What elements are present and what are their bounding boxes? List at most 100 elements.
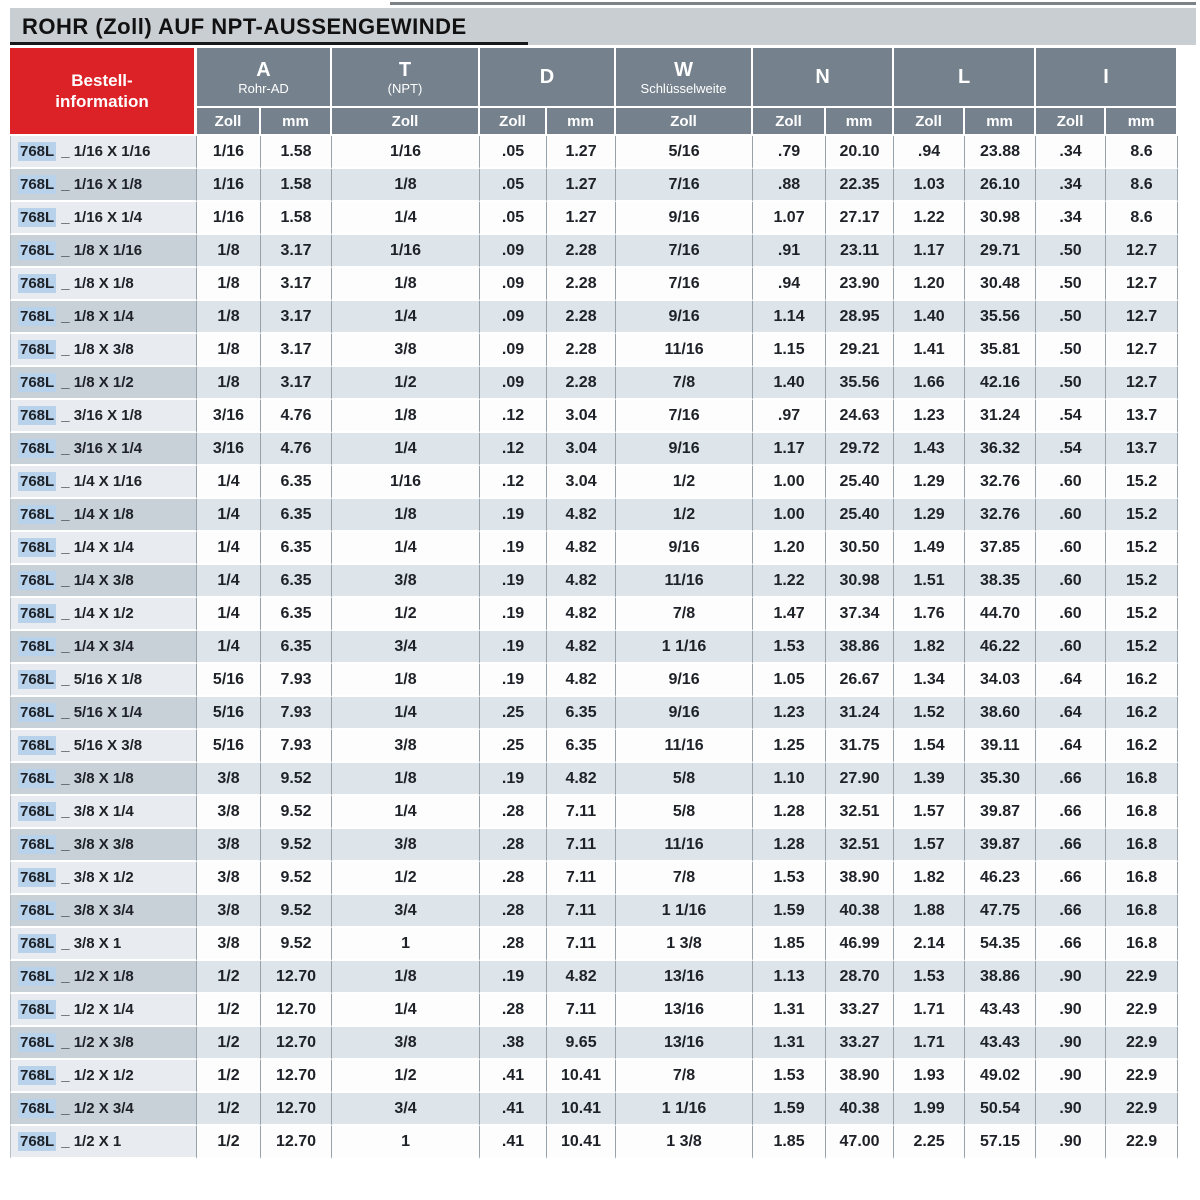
cell-i-zoll: .66	[1036, 928, 1107, 961]
cell-d-zoll: .12	[480, 466, 548, 499]
cell-n-mm: 35.56	[826, 367, 895, 400]
cell-n-mm: 29.21	[826, 334, 895, 367]
cell-i-zoll: .60	[1036, 631, 1107, 664]
cell-d-zoll: .12	[480, 433, 548, 466]
cell-i-mm: 16.8	[1106, 928, 1179, 961]
cell-l-zoll: 1.22	[894, 202, 966, 235]
cell-d-zoll: .05	[480, 136, 548, 169]
cell-a-zoll: 1/8	[197, 235, 261, 268]
cell-t-zoll: 1/4	[332, 532, 481, 565]
order-number-cell: 768L _ 1/4 X 1/4	[10, 532, 197, 565]
cell-d-zoll: .38	[480, 1027, 548, 1060]
order-code-highlight: 768L	[18, 241, 57, 260]
cell-w-zoll: 5/16	[616, 136, 754, 169]
order-code-highlight: 768L	[18, 835, 57, 854]
cell-l-mm: 43.43	[965, 1027, 1037, 1060]
cell-d-mm: 7.11	[547, 829, 617, 862]
table-row: 768L _ 1/2 X 1/4 1/2 12.70 1/4 .28 7.11 1…	[10, 994, 1179, 1027]
cell-d-mm: 3.04	[547, 400, 617, 433]
cell-i-zoll: .54	[1036, 400, 1107, 433]
order-number-cell: 768L _ 5/16 X 1/8	[10, 664, 197, 697]
cell-a-zoll: 1/8	[197, 367, 261, 400]
cell-l-mm: 36.32	[965, 433, 1037, 466]
cell-d-zoll: .09	[480, 301, 548, 334]
cell-a-zoll: 3/16	[197, 433, 261, 466]
order-code-highlight: 768L	[18, 406, 57, 425]
cell-n-zoll: 1.13	[753, 961, 827, 994]
order-code-highlight: 768L	[18, 340, 57, 359]
unit-l-mm: mm	[965, 108, 1037, 136]
cell-n-zoll: .97	[753, 400, 827, 433]
cell-t-zoll: 1/8	[332, 763, 481, 796]
order-code-highlight: 768L	[18, 571, 57, 590]
order-size-label: _ 3/8 X 1/4	[61, 803, 134, 820]
table-row: 768L _ 1/4 X 3/4 1/4 6.35 3/4 .19 4.82 1 …	[10, 631, 1179, 664]
order-code-highlight: 768L	[18, 1000, 57, 1019]
cell-n-zoll: 1.59	[753, 1093, 827, 1126]
order-size-label: _ 5/16 X 1/4	[61, 704, 143, 721]
cell-n-zoll: 1.17	[753, 433, 827, 466]
cell-a-mm: 12.70	[261, 1093, 333, 1126]
cell-a-zoll: 3/8	[197, 763, 261, 796]
cell-t-zoll: 3/8	[332, 730, 481, 763]
cell-a-mm: 9.52	[261, 895, 333, 928]
cell-l-mm: 39.11	[965, 730, 1037, 763]
cell-a-mm: 7.93	[261, 730, 333, 763]
unit-a-mm: mm	[261, 108, 333, 136]
cell-i-mm: 16.8	[1106, 763, 1179, 796]
cell-l-zoll: 1.39	[894, 763, 966, 796]
cell-a-zoll: 1/2	[197, 1126, 261, 1159]
cell-i-zoll: .50	[1036, 367, 1107, 400]
cell-a-mm: 3.17	[261, 268, 333, 301]
cell-n-mm: 27.17	[826, 202, 895, 235]
cell-d-mm: 4.82	[547, 631, 617, 664]
cell-i-zoll: .34	[1036, 169, 1107, 202]
cell-i-zoll: .34	[1036, 136, 1107, 169]
cell-t-zoll: 1/2	[332, 598, 481, 631]
table-row: 768L _ 1/4 X 1/8 1/4 6.35 1/8 .19 4.82 1/…	[10, 499, 1179, 532]
cell-l-zoll: 1.66	[894, 367, 966, 400]
cell-d-zoll: .09	[480, 367, 548, 400]
table-row: 768L _ 1/2 X 3/8 1/2 12.70 3/8 .38 9.65 1…	[10, 1027, 1179, 1060]
order-code-highlight: 768L	[18, 670, 57, 689]
table-row: 768L _ 1/16 X 1/16 1/16 1.58 1/16 .05 1.2…	[10, 136, 1179, 169]
cell-d-mm: 10.41	[547, 1126, 617, 1159]
table-row: 768L _ 1/4 X 1/2 1/4 6.35 1/2 .19 4.82 7/…	[10, 598, 1179, 631]
order-number-cell: 768L _ 1/2 X 1/2	[10, 1060, 197, 1093]
order-code-highlight: 768L	[18, 472, 57, 491]
cell-i-zoll: .64	[1036, 697, 1107, 730]
cell-t-zoll: 1/4	[332, 697, 481, 730]
cell-n-mm: 47.00	[826, 1126, 895, 1159]
order-code-highlight: 768L	[18, 208, 57, 227]
cell-a-mm: 3.17	[261, 334, 333, 367]
order-size-label: _ 3/8 X 1	[61, 935, 122, 952]
cell-d-mm: 7.11	[547, 994, 617, 1027]
cell-i-zoll: .60	[1036, 532, 1107, 565]
order-number-cell: 768L _ 1/8 X 1/8	[10, 268, 197, 301]
cell-a-zoll: 1/4	[197, 466, 261, 499]
cell-d-mm: 10.41	[547, 1060, 617, 1093]
cell-d-zoll: .25	[480, 730, 548, 763]
order-code-highlight: 768L	[18, 538, 57, 557]
cell-t-zoll: 3/8	[332, 565, 481, 598]
cell-l-mm: 32.76	[965, 466, 1037, 499]
cell-i-zoll: .50	[1036, 301, 1107, 334]
cell-d-mm: 2.28	[547, 268, 617, 301]
cell-l-mm: 46.23	[965, 862, 1037, 895]
cell-n-mm: 38.86	[826, 631, 895, 664]
cell-a-mm: 1.58	[261, 136, 333, 169]
title-underline	[10, 42, 528, 45]
col-group-l: L	[894, 48, 1037, 108]
table-row: 768L _ 1/4 X 1/4 1/4 6.35 1/4 .19 4.82 9/…	[10, 532, 1179, 565]
cell-n-mm: 31.75	[826, 730, 895, 763]
table-row: 768L _ 3/8 X 1/4 3/8 9.52 1/4 .28 7.11 5/…	[10, 796, 1179, 829]
cell-d-mm: 9.65	[547, 1027, 617, 1060]
cell-n-mm: 20.10	[826, 136, 895, 169]
cell-d-zoll: .19	[480, 565, 548, 598]
cell-d-mm: 1.27	[547, 136, 617, 169]
cell-l-zoll: .94	[894, 136, 966, 169]
cell-d-mm: 10.41	[547, 1093, 617, 1126]
cell-a-zoll: 3/8	[197, 796, 261, 829]
table-row: 768L _ 1/8 X 1/2 1/8 3.17 1/2 .09 2.28 7/…	[10, 367, 1179, 400]
